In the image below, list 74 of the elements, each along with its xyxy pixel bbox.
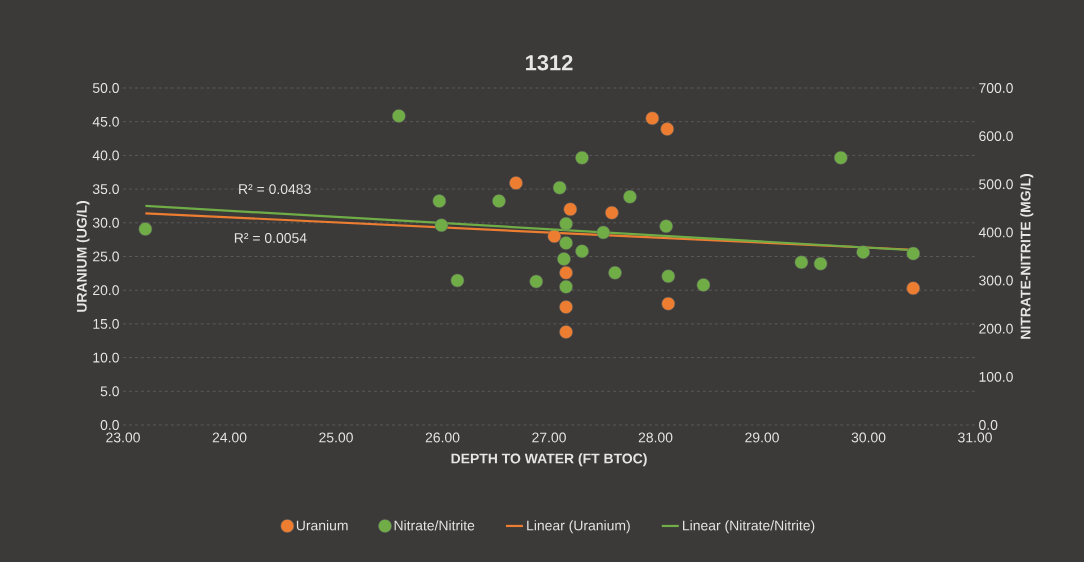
point	[906, 281, 920, 295]
x-axis-title: DEPTH TO WATER (FT BTOC)	[451, 453, 647, 467]
point	[557, 252, 571, 266]
annotation: R² = 0.0483	[239, 184, 311, 195]
legend-label: Nitrate/Nitrite	[394, 520, 475, 531]
point	[392, 109, 406, 123]
point	[492, 194, 506, 208]
y-tick-label: 30.0	[92, 217, 119, 228]
point	[856, 245, 870, 259]
y-tick-label: 15.0	[93, 318, 119, 329]
y-tick-label: 25.0	[93, 251, 119, 262]
y2-tick-label: 200.0	[979, 323, 1013, 334]
y2-tick-label: 100.0	[979, 371, 1013, 382]
x-tick-label: 30.00	[851, 432, 886, 443]
point	[432, 194, 447, 208]
y2-tick-label: 600.0	[979, 131, 1013, 142]
y-tick-label: 50.0	[92, 83, 119, 93]
y2-tick-label: 300.0	[979, 275, 1013, 286]
point	[559, 236, 573, 250]
legend-label: Uranium	[296, 520, 348, 531]
chart-title: 1312	[526, 54, 573, 71]
y2-tick-label: 0.0	[979, 420, 998, 430]
y2-axis-title: NITRATE-NITRITE (MG/L)	[1020, 174, 1034, 339]
point	[559, 325, 573, 339]
point	[661, 269, 676, 283]
y2-tick-label: 500.0	[979, 179, 1013, 190]
x-tick-label: 23.00	[106, 432, 140, 443]
point	[450, 273, 465, 288]
point	[559, 217, 573, 231]
point	[659, 219, 673, 233]
point	[575, 244, 589, 258]
annotation: R² = 0.0054	[234, 233, 307, 243]
point	[660, 122, 674, 136]
point	[608, 266, 622, 280]
x-tick-label: 28.00	[638, 432, 673, 443]
y2-tick-label: 400.0	[978, 227, 1013, 238]
point	[645, 111, 660, 126]
point	[596, 225, 611, 240]
y-tick-label: 45.0	[92, 116, 119, 127]
point	[696, 278, 711, 292]
point	[623, 190, 637, 204]
x-tick-label: 31.00	[958, 432, 992, 443]
point	[552, 180, 567, 195]
y-tick-label: 40.0	[92, 150, 119, 161]
x-tick-label: 29.00	[745, 432, 779, 443]
y2-tick-label: 700.0	[979, 83, 1013, 93]
point	[559, 280, 573, 294]
y-tick-label: 5.0	[100, 386, 119, 397]
x-tick-label: 25.00	[319, 432, 353, 443]
legend-label: Linear (Uranium)	[527, 520, 630, 534]
point	[834, 151, 848, 165]
y-tick-label: 35.0	[92, 184, 119, 195]
point	[547, 229, 562, 244]
point	[509, 176, 523, 190]
y-tick-label: 10.0	[93, 352, 119, 363]
point	[138, 222, 153, 236]
y-tick-label: 20.0	[93, 285, 119, 296]
point	[559, 300, 573, 314]
point	[813, 256, 828, 271]
y-axis-title: URANIUM (UG/L)	[76, 201, 90, 312]
point	[563, 202, 578, 217]
x-tick-label: 26.00	[425, 432, 460, 443]
x-tick-label: 24.00	[212, 432, 247, 443]
legend-label: Linear (Nitrate/Nitrite)	[683, 520, 815, 534]
point	[605, 205, 619, 220]
x-tick-label: 27.00	[532, 432, 566, 443]
point	[794, 255, 809, 270]
y-tick-label: 0.0	[100, 420, 119, 430]
point	[529, 274, 543, 289]
point	[575, 151, 589, 165]
point	[434, 218, 449, 232]
point	[906, 246, 920, 261]
point	[661, 296, 676, 311]
point	[559, 265, 573, 280]
